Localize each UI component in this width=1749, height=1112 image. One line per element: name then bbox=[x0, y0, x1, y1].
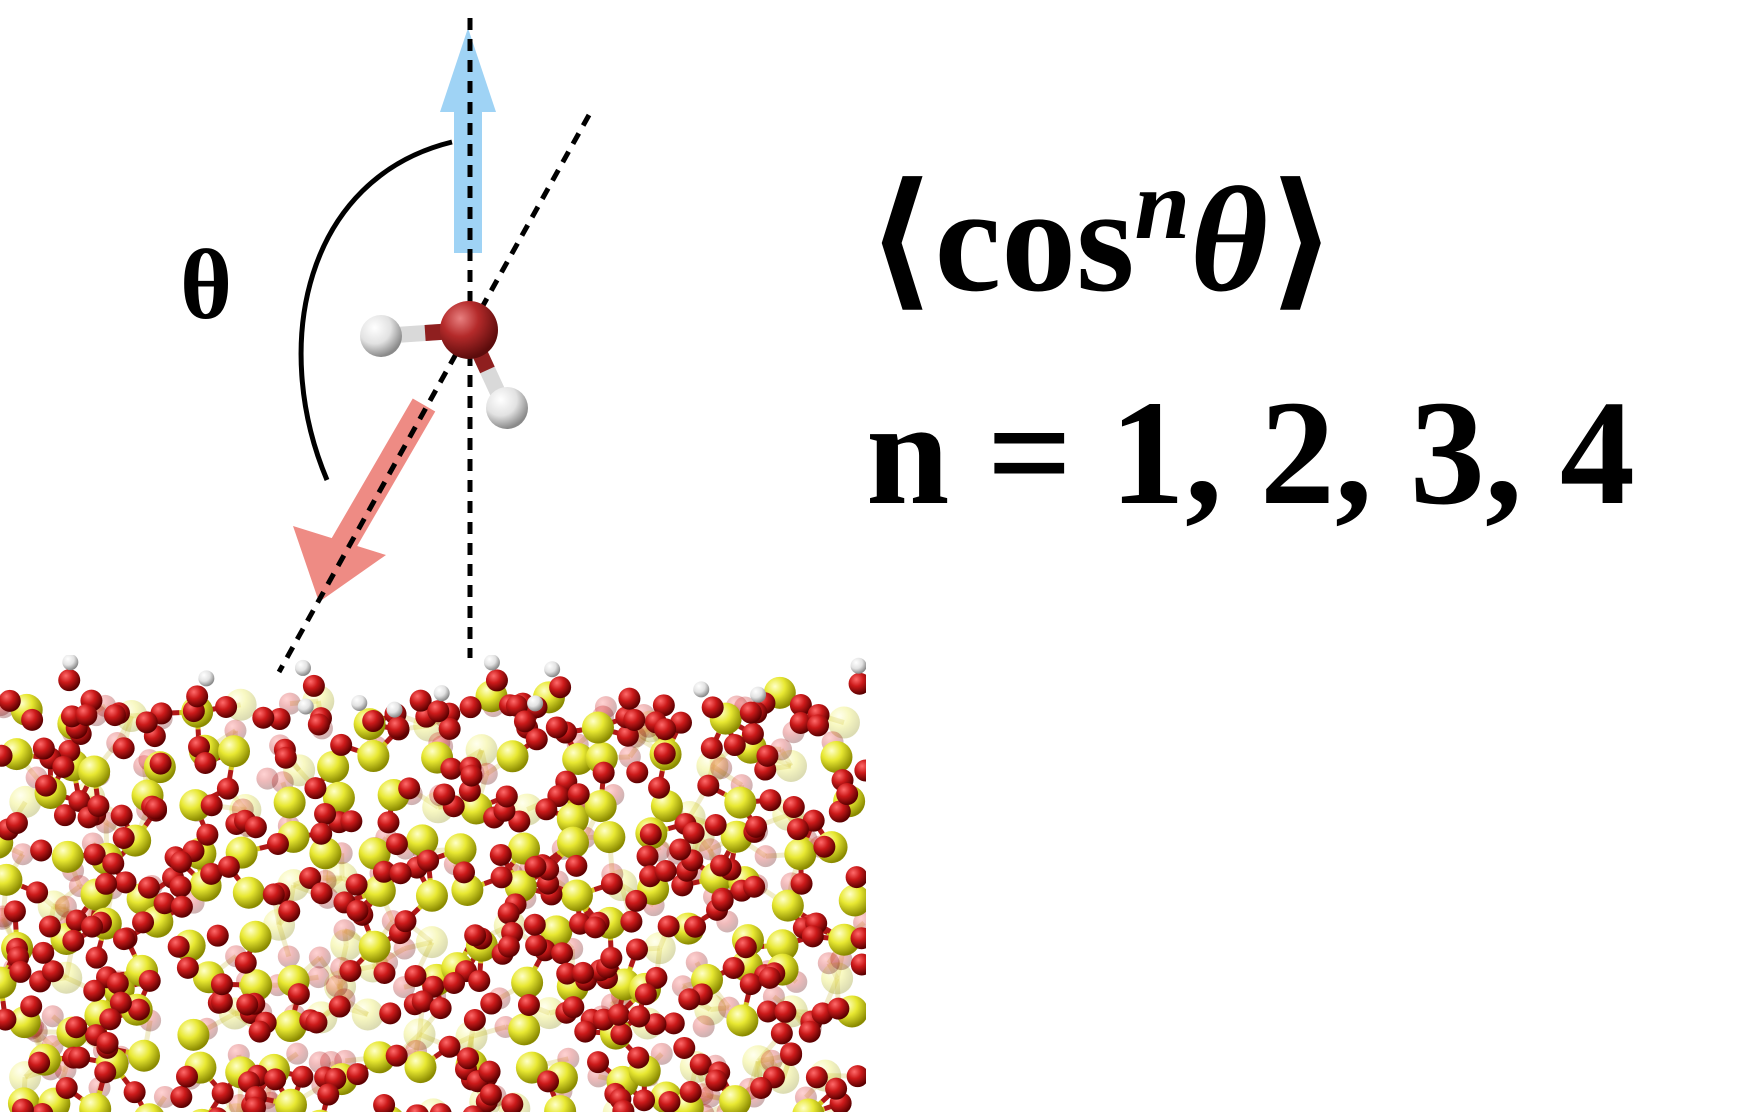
angle-label: θ bbox=[180, 229, 232, 340]
angle-arc bbox=[298, 139, 453, 481]
molecular-axis-line bbox=[276, 113, 592, 674]
formula-cos: cos bbox=[935, 157, 1135, 323]
formula-theta: θ bbox=[1190, 157, 1268, 323]
formula-power: n bbox=[1135, 149, 1191, 260]
water-molecule-icon bbox=[360, 301, 528, 429]
orientation-average-formula: ⟨cosnθ⟩ bbox=[866, 149, 1337, 323]
silica-surface-icon bbox=[0, 655, 866, 1112]
formula-open-bracket: ⟨ bbox=[866, 157, 935, 323]
formula-condition: n = 1, 2, 3, 4 bbox=[866, 370, 1635, 536]
formula-close-bracket: ⟩ bbox=[1268, 157, 1337, 323]
